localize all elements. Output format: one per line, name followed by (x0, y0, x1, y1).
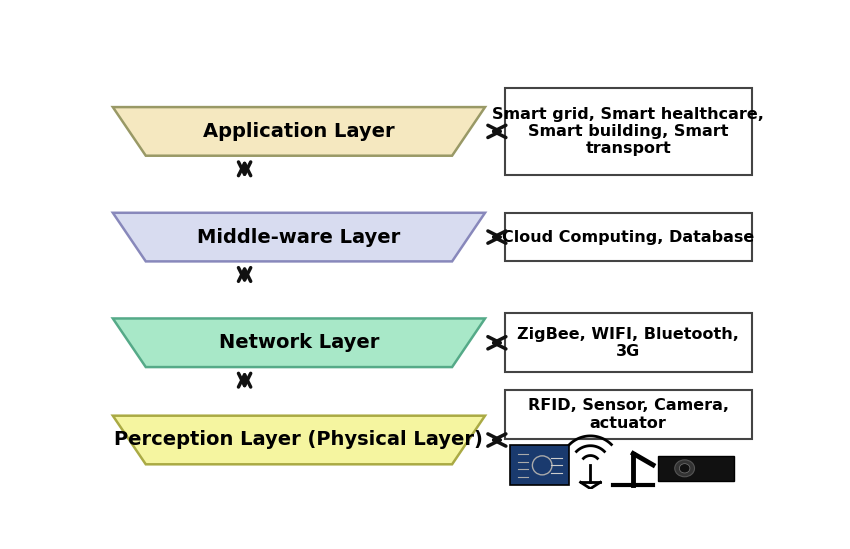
FancyBboxPatch shape (505, 88, 751, 175)
Text: Perception Layer (Physical Layer): Perception Layer (Physical Layer) (115, 430, 484, 450)
Ellipse shape (675, 460, 694, 477)
Text: Application Layer: Application Layer (203, 122, 394, 141)
Polygon shape (113, 213, 485, 261)
Polygon shape (113, 416, 485, 464)
FancyBboxPatch shape (505, 390, 751, 439)
Polygon shape (113, 107, 485, 156)
FancyBboxPatch shape (505, 313, 751, 372)
FancyBboxPatch shape (505, 213, 751, 261)
Polygon shape (113, 318, 485, 367)
FancyBboxPatch shape (658, 456, 734, 481)
FancyBboxPatch shape (510, 445, 569, 485)
Ellipse shape (679, 464, 690, 473)
Text: Network Layer: Network Layer (218, 333, 379, 352)
Text: Cloud Computing, Database: Cloud Computing, Database (502, 229, 755, 245)
Text: RFID, Sensor, Camera,
actuator: RFID, Sensor, Camera, actuator (528, 399, 728, 431)
Text: Middle-ware Layer: Middle-ware Layer (197, 228, 400, 247)
Text: ZigBee, WIFI, Bluetooth,
3G: ZigBee, WIFI, Bluetooth, 3G (518, 327, 740, 359)
Text: Smart grid, Smart healthcare,
Smart building, Smart
transport: Smart grid, Smart healthcare, Smart buil… (492, 107, 764, 156)
